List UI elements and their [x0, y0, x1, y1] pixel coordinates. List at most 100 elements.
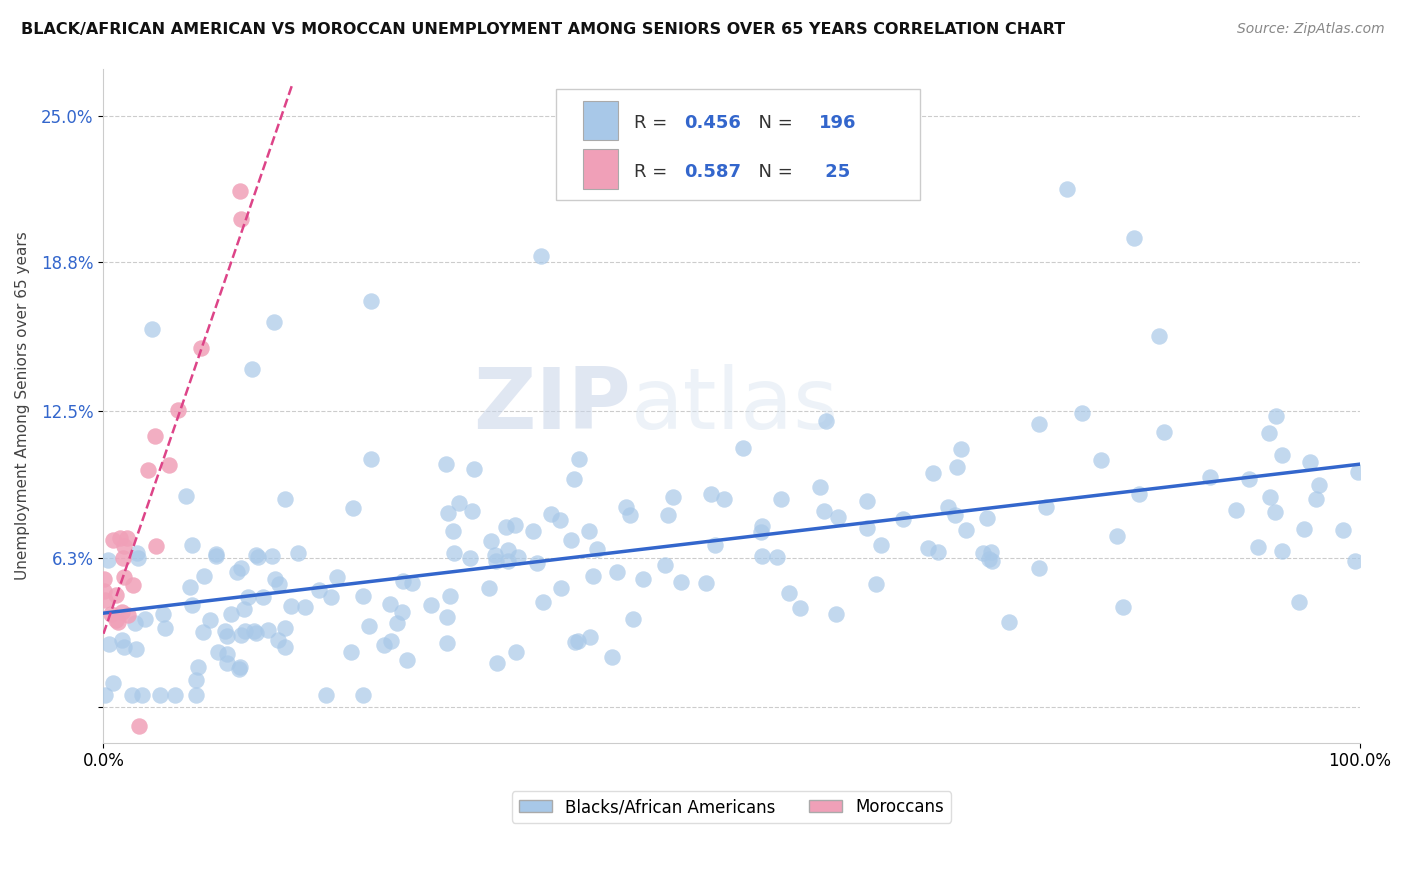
Point	[145, 539, 167, 553]
Point	[104, 588, 127, 602]
Point	[166, 403, 188, 417]
Point	[955, 523, 977, 537]
Point	[865, 577, 887, 591]
Point	[152, 607, 174, 622]
Point	[153, 621, 176, 635]
Point	[815, 414, 838, 428]
Point	[808, 480, 831, 494]
Point	[436, 636, 458, 650]
Point	[179, 580, 201, 594]
Point	[704, 538, 727, 552]
Point	[360, 452, 382, 467]
Point	[357, 619, 380, 633]
Point	[184, 688, 207, 702]
Point	[112, 640, 135, 654]
Text: 25: 25	[820, 162, 851, 181]
Point	[508, 550, 530, 565]
Text: BLACK/AFRICAN AMERICAN VS MOROCCAN UNEMPLOYMENT AMONG SENIORS OVER 65 YEARS CORR: BLACK/AFRICAN AMERICAN VS MOROCCAN UNEMP…	[21, 22, 1066, 37]
Point	[115, 531, 138, 545]
Point	[949, 442, 972, 457]
Point	[321, 590, 343, 604]
Point	[238, 590, 260, 604]
Point	[891, 512, 914, 526]
Point	[127, 551, 149, 566]
Point	[104, 614, 127, 628]
Point	[856, 494, 879, 508]
Point	[1294, 522, 1316, 536]
Point	[131, 688, 153, 702]
Point	[1090, 452, 1112, 467]
Point	[1271, 544, 1294, 558]
Point	[1153, 425, 1175, 439]
Point	[1070, 406, 1092, 420]
Text: N =: N =	[747, 114, 799, 132]
Point	[654, 558, 676, 573]
FancyBboxPatch shape	[555, 88, 920, 200]
Point	[93, 572, 115, 586]
Point	[657, 508, 679, 523]
Point	[827, 509, 849, 524]
Point	[972, 546, 994, 560]
Point	[101, 533, 124, 547]
Point	[180, 538, 202, 552]
Point	[207, 645, 229, 659]
Point	[326, 569, 349, 583]
Text: 196: 196	[820, 114, 856, 132]
Point	[1265, 409, 1288, 423]
Point	[564, 635, 586, 649]
Point	[111, 550, 134, 565]
FancyBboxPatch shape	[583, 150, 619, 188]
Point	[103, 676, 125, 690]
Point	[141, 322, 163, 336]
Point	[661, 490, 683, 504]
Point	[128, 719, 150, 733]
Point	[97, 637, 120, 651]
Point	[1105, 529, 1128, 543]
Point	[1149, 329, 1171, 343]
Text: R =: R =	[634, 162, 672, 181]
Y-axis label: Unemployment Among Seniors over 65 years: Unemployment Among Seniors over 65 years	[15, 231, 30, 580]
Point	[484, 548, 506, 562]
Point	[100, 607, 122, 621]
Text: R =: R =	[634, 114, 672, 132]
Point	[503, 517, 526, 532]
Point	[485, 554, 508, 568]
Text: Source: ZipAtlas.com: Source: ZipAtlas.com	[1237, 22, 1385, 37]
Point	[200, 613, 222, 627]
Point	[870, 537, 893, 551]
Point	[267, 576, 290, 591]
Point	[733, 441, 755, 455]
Point	[976, 510, 998, 524]
Point	[252, 591, 274, 605]
Point	[439, 589, 461, 603]
Point	[219, 607, 242, 622]
Point	[360, 294, 382, 309]
Point	[669, 574, 692, 589]
Point	[378, 597, 401, 611]
Text: 0.456: 0.456	[683, 114, 741, 132]
Point	[242, 361, 264, 376]
Point	[396, 653, 419, 667]
Point	[441, 524, 464, 538]
Point	[825, 607, 848, 621]
Point	[274, 491, 297, 506]
Point	[245, 548, 267, 562]
Point	[479, 533, 502, 548]
Point	[530, 249, 553, 263]
Point	[927, 545, 949, 559]
Point	[1028, 417, 1050, 431]
Point	[392, 574, 415, 588]
Text: atlas: atlas	[631, 364, 839, 447]
Point	[766, 550, 789, 565]
Text: ZIP: ZIP	[474, 364, 631, 447]
Point	[943, 508, 966, 523]
Point	[204, 547, 226, 561]
Point	[315, 688, 337, 702]
Point	[606, 566, 628, 580]
Point	[226, 565, 249, 579]
Point	[107, 615, 129, 629]
Point	[1199, 470, 1222, 484]
FancyBboxPatch shape	[583, 101, 619, 140]
Point	[749, 524, 772, 539]
Point	[463, 461, 485, 475]
